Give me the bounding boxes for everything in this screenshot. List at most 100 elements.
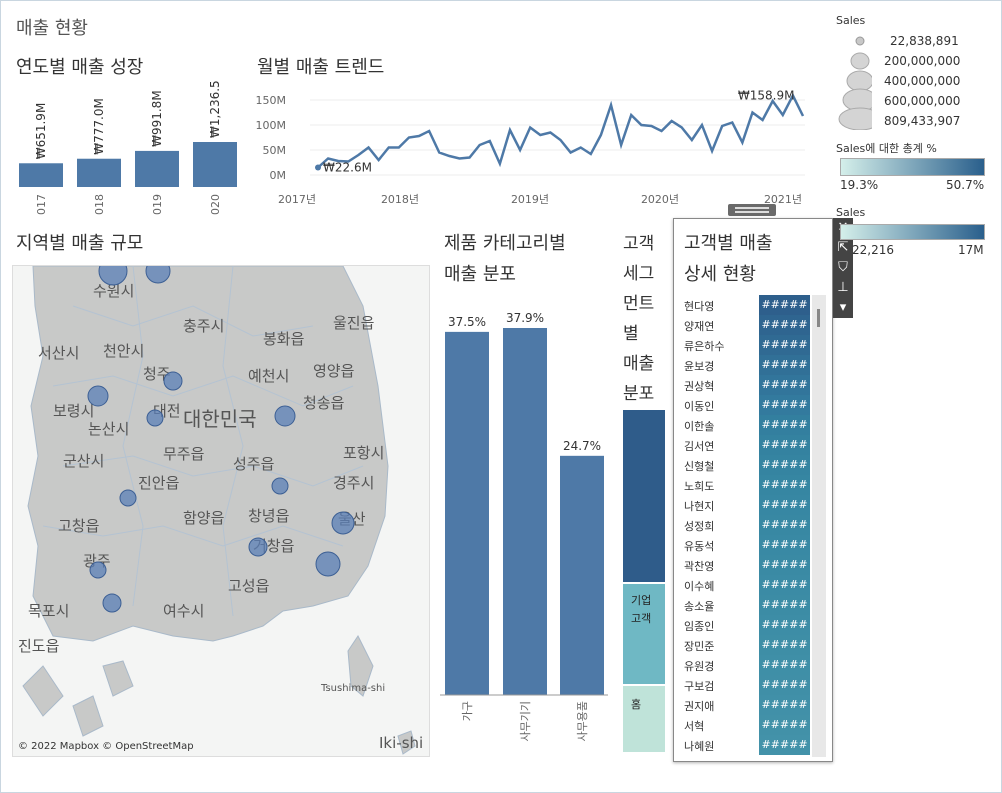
customer-name: 윤보경 [684,360,715,373]
open-icon[interactable]: ⇱ [837,240,849,255]
yearly-bar[interactable] [77,158,121,187]
sales-legend-title: Sales [836,206,866,219]
customer-sales-cell[interactable]: ##### [759,735,810,755]
pct-legend-max: 50.7% [946,178,985,192]
customer-sales-cell[interactable]: ##### [759,535,810,555]
yearly-bar[interactable] [193,142,237,187]
segment-consumer[interactable] [623,410,665,582]
map-sales-bubble[interactable] [331,511,355,535]
customer-name: 송소율 [684,600,715,613]
map-sales-bubble[interactable] [102,593,122,613]
map-sales-bubble[interactable] [145,266,171,284]
customer-sales-cell[interactable]: ##### [759,675,810,695]
customer-sales-cell[interactable]: ##### [759,615,810,635]
customer-sales-cell[interactable]: ##### [759,715,810,735]
customer-row[interactable]: 윤보경 ##### [674,355,824,375]
monthly-y-tick: 50M [263,144,287,157]
customer-scrollbar[interactable] [812,295,826,757]
customer-row[interactable]: 장민준 ##### [674,635,824,655]
map-sales-bubble[interactable] [98,266,128,286]
map-sales-bubble[interactable] [87,385,109,407]
monthly-trend-line[interactable] [317,92,805,169]
customer-row[interactable]: 곽찬영 ##### [674,555,824,575]
scrollbar-thumb[interactable] [817,309,820,327]
customer-sales-cell[interactable]: ##### [759,575,810,595]
customer-sales-cell[interactable]: ##### [759,375,810,395]
customer-row[interactable]: 나현지 ##### [674,495,824,515]
customer-name: 유동석 [684,540,715,553]
category-title-line1: 제품 카테고리별 [444,233,566,254]
customer-row[interactable]: 권상혁 ##### [674,375,824,395]
region-map[interactable]: 수원시 충주시 울진읍 서산시 천안시 봉화읍 영양읍 청주 보령시 대한민국 청송읍 논산시 대전 예천… [12,265,430,757]
customer-row[interactable]: 임종인 ##### [674,615,824,635]
customer-row[interactable]: 이한솔 ##### [674,415,824,435]
customer-row[interactable]: 권지애 ##### [674,695,824,715]
customer-row[interactable]: 신형철 ##### [674,455,824,475]
yearly-bar[interactable] [19,163,63,187]
pin-icon[interactable]: ⊥ [837,280,849,295]
map-sales-bubble[interactable] [248,537,268,557]
customer-sales-cell[interactable]: ##### [759,475,810,495]
customer-detail-panel[interactable]: 고객별 매출 상세 현황 현다영 ##### 양재연 ##### 류은하수 ##### 윤보… [673,218,833,762]
customer-sales-cell[interactable]: ##### [759,415,810,435]
yearly-bar-chart[interactable]: ₩651.9M 017 ₩777.0M 018 ₩991.8M 019 ₩1,236.5M 0… [12,80,247,220]
map-sales-bubble[interactable] [119,489,137,507]
map-sales-bubble[interactable] [89,561,107,579]
map-sales-bubble[interactable] [315,551,341,577]
category-bar[interactable] [445,331,489,695]
customer-row[interactable]: 유동석 ##### [674,535,824,555]
customer-row[interactable]: 이수혜 ##### [674,575,824,595]
yearly-chart-title: 연도별 매출 성장 [16,57,144,78]
customer-row[interactable]: 구보검 ##### [674,675,824,695]
customer-sales-cell[interactable]: ##### [759,335,810,355]
customer-name: 이동인 [684,400,715,413]
customer-row[interactable]: 성정희 ##### [674,515,824,535]
map-sales-bubble[interactable] [163,371,183,391]
map-sales-bubble[interactable] [271,477,289,495]
monthly-min-label: ₩22.6M [323,161,372,175]
category-bar[interactable] [560,455,604,695]
customer-sales-cell[interactable]: ##### [759,315,810,335]
segment-corporate[interactable]: 기업 고객 [623,584,665,684]
panel-drag-handle[interactable] [728,204,776,216]
map-sales-bubble[interactable] [274,405,296,427]
map-place-label: 봉화읍 [263,330,304,348]
customer-row[interactable]: 현다영 ##### [674,295,824,315]
monthly-line-chart[interactable]: 150M 100M 50M 0M 2017년 2018년 2019년 2020년 2021년 ₩2… [250,85,828,210]
customer-sales-cell[interactable]: ##### [759,655,810,675]
yearly-bar[interactable] [135,150,179,187]
customer-row[interactable]: 나혜원 ##### [674,735,824,755]
customer-sales-cell[interactable]: ##### [759,515,810,535]
customer-sales-cell[interactable]: ##### [759,695,810,715]
map-sales-bubble[interactable] [146,409,164,427]
customer-sales-cell[interactable]: ##### [759,495,810,515]
customer-row[interactable]: 김서연 ##### [674,435,824,455]
map-place-label: 울진읍 [333,314,374,332]
customer-sales-cell[interactable]: ##### [759,595,810,615]
pct-legend-title: Sales에 대한 총계 % [836,142,937,155]
category-bar-chart[interactable]: 37.5% 가구 37.9% 사무기기 24.7% 사무용품 [440,305,615,755]
customer-table[interactable]: 현다영 ##### 양재연 ##### 류은하수 ##### 윤보경 ##### 권상혁 ####… [674,295,824,757]
customer-sales-cell[interactable]: ##### [759,635,810,655]
customer-sales-cell[interactable]: ##### [759,355,810,375]
customer-row[interactable]: 이동인 ##### [674,395,824,415]
filter-icon[interactable]: ⛉ [838,260,848,275]
category-bar[interactable] [503,328,547,695]
customer-sales-cell[interactable]: ##### [759,455,810,475]
customer-row[interactable]: 노희도 ##### [674,475,824,495]
dropdown-icon[interactable]: ▾ [839,300,847,315]
customer-row[interactable]: 유원경 ##### [674,655,824,675]
customer-row[interactable]: 류은하수 ##### [674,335,824,355]
customer-row[interactable]: 송소율 ##### [674,595,824,615]
size-legend-val-3: 400,000,000 [884,74,961,88]
customer-sales-cell[interactable]: ##### [759,435,810,455]
customer-row[interactable]: 서혁 ##### [674,715,824,735]
monthly-min-point[interactable] [315,164,321,171]
segment-home-office[interactable]: 홈 [623,686,665,752]
segment-stacked-bar[interactable]: 기업 고객 홈 [623,410,665,752]
customer-sales-cell[interactable]: ##### [759,555,810,575]
customer-row[interactable]: 양재연 ##### [674,315,824,335]
customer-sales-cell[interactable]: ##### [759,395,810,415]
customer-sales-cell[interactable]: ##### [759,295,810,315]
